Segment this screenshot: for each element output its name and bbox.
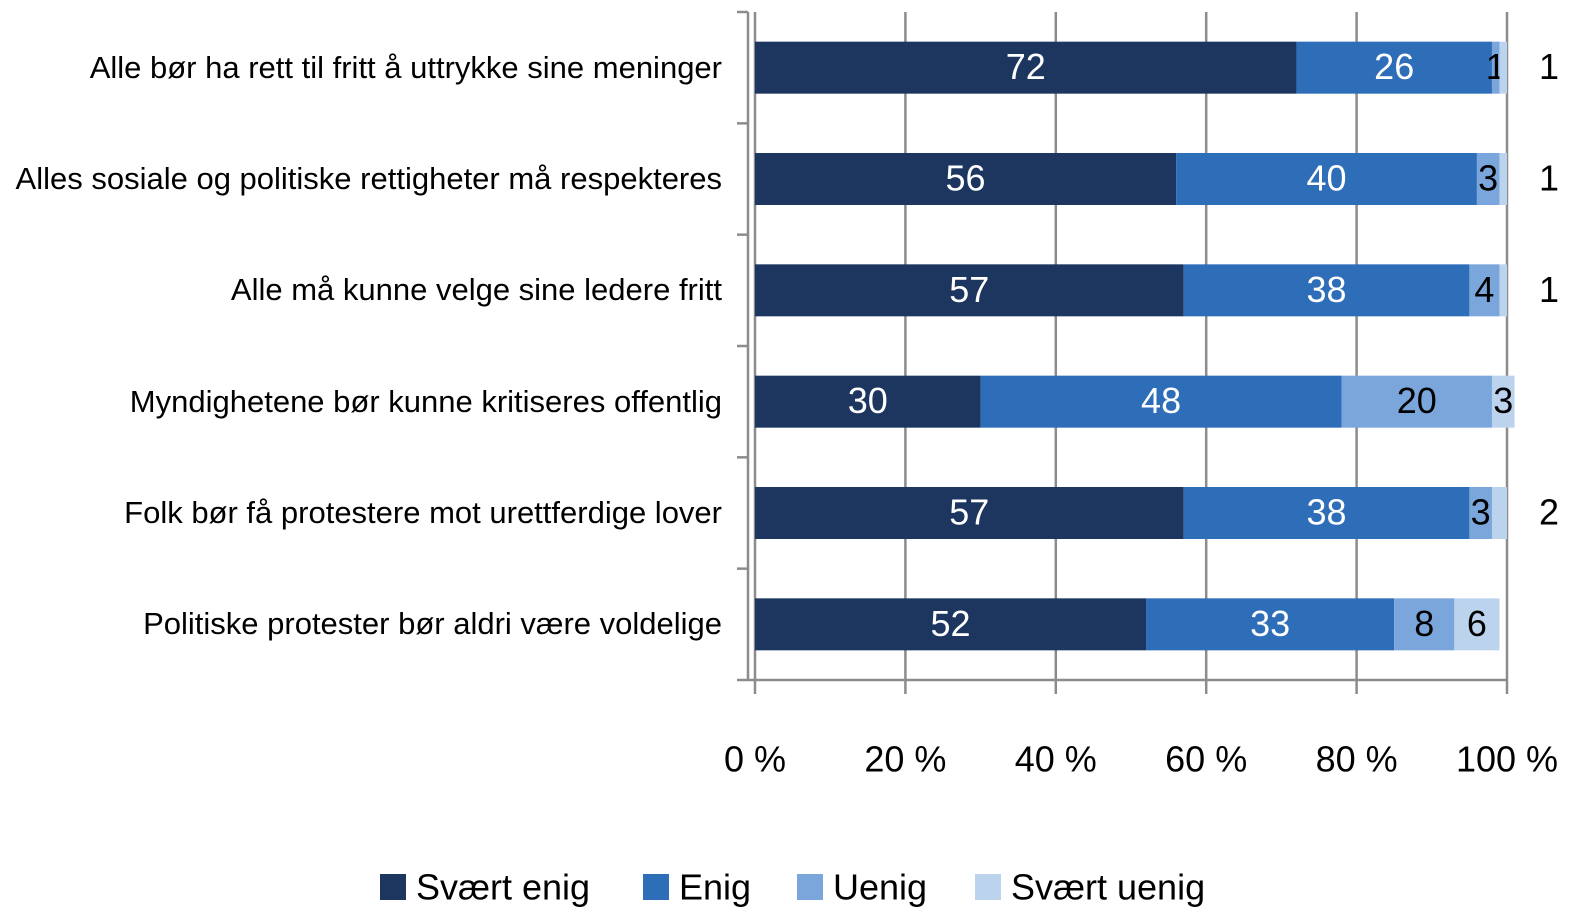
x-tick-label: 20 %: [864, 739, 946, 780]
bar-segment: [1491, 41, 1500, 94]
bar-segment: [1394, 598, 1455, 651]
bar-segment: [755, 598, 1147, 651]
data-label: 38: [1306, 492, 1346, 533]
bar-segment: [1469, 487, 1492, 539]
x-tick-label: 40 %: [1015, 739, 1097, 780]
bar-segment: [755, 264, 1184, 317]
bar-segment: [1499, 153, 1507, 205]
data-label: 52: [930, 603, 970, 644]
legend-label: Svært uenig: [1011, 867, 1205, 908]
category-label: Alle må kunne velge sine ledere fritt: [230, 272, 722, 308]
x-tick-label: 100 %: [1456, 739, 1558, 780]
category-label: Alles sosiale og politiske rettigheter m…: [15, 161, 722, 196]
bar-segment: [1491, 487, 1507, 539]
bar-segment: [755, 153, 1177, 205]
legend-label: Svært enig: [416, 867, 590, 908]
data-label: 8: [1414, 603, 1434, 644]
data-label: 3: [1471, 492, 1491, 533]
x-tick-label: 0 %: [724, 739, 786, 780]
bar-segment: [1499, 41, 1507, 94]
data-label: 1: [1539, 158, 1559, 199]
bar-segment: [755, 487, 1184, 539]
category-label: Myndighetene bør kunne kritiseres offent…: [129, 383, 722, 419]
bar-segment: [1476, 153, 1500, 205]
legend-swatch: [380, 874, 406, 900]
category-label: Politiske protester bør aldri være volde…: [143, 606, 722, 642]
legend-label: Enig: [679, 867, 751, 908]
data-label: 1: [1539, 269, 1559, 310]
data-label: 3: [1493, 380, 1513, 421]
bar-segment: [1491, 375, 1515, 428]
bar-segment: [1341, 375, 1492, 428]
data-label: 6: [1467, 603, 1487, 644]
data-label: 56: [946, 158, 986, 199]
data-label: 1: [1539, 46, 1559, 87]
data-label: 4: [1474, 269, 1494, 310]
legend-swatch: [797, 874, 823, 900]
data-label: 3: [1478, 158, 1498, 199]
bar-segment: [1176, 153, 1477, 205]
data-label: 30: [848, 380, 888, 421]
bar-segment: [1454, 598, 1500, 651]
data-label: 26: [1374, 46, 1414, 87]
data-label: 40: [1306, 158, 1346, 199]
data-label: 33: [1250, 603, 1290, 644]
bar-segment: [755, 375, 981, 428]
bar-segment: [980, 375, 1342, 428]
bar-segment: [1183, 264, 1470, 317]
category-label: Alle bør ha rett til fritt å uttrykke si…: [89, 49, 722, 85]
bar-segment: [1296, 41, 1492, 94]
bar-segment: [1469, 264, 1500, 317]
bar-segment: [1183, 487, 1470, 539]
data-label: 57: [949, 492, 989, 533]
bar-segment: [755, 41, 1297, 94]
data-label: 2: [1539, 492, 1559, 533]
data-label: 48: [1141, 380, 1181, 421]
data-label: 38: [1306, 269, 1346, 310]
bar-segment: [1499, 264, 1507, 317]
legend-swatch: [643, 874, 669, 900]
x-tick-label: 60 %: [1165, 739, 1247, 780]
data-label: 72: [1006, 46, 1046, 87]
data-label: 57: [949, 269, 989, 310]
x-tick-label: 80 %: [1316, 739, 1398, 780]
legend-swatch: [975, 874, 1001, 900]
data-label: 20: [1397, 380, 1437, 421]
legend-label: Uenig: [833, 867, 927, 908]
category-label: Folk bør få protestere mot urettferdige …: [124, 495, 722, 530]
bar-segment: [1146, 598, 1395, 651]
